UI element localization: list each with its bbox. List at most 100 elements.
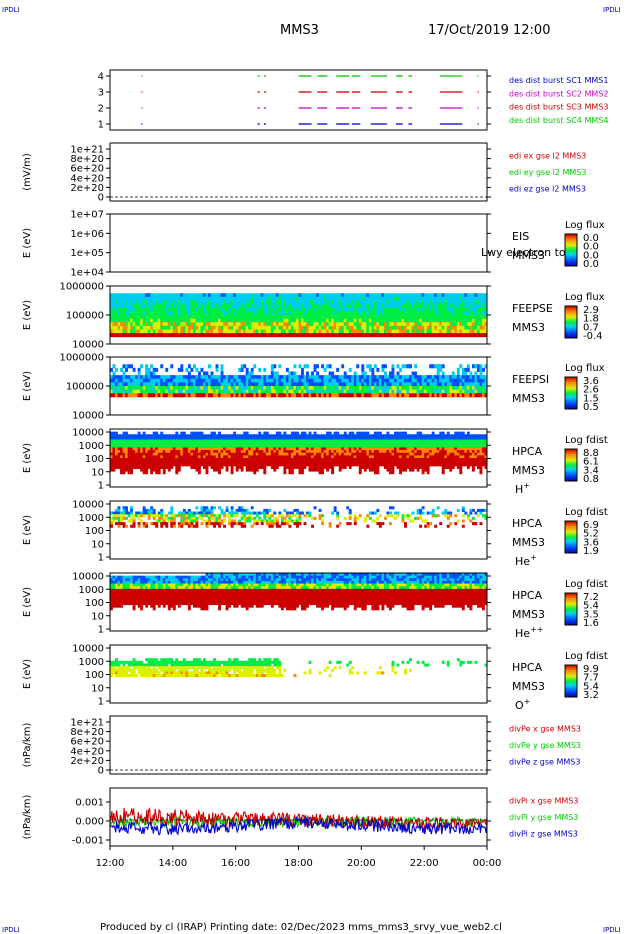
spectrogram-cell — [406, 296, 410, 301]
spectrogram-cell — [411, 455, 415, 459]
spectrogram-cell — [142, 375, 146, 380]
spectrogram-cell — [248, 444, 252, 448]
spectrogram-cell — [245, 455, 249, 459]
spectrogram-cell — [351, 325, 355, 330]
spectrogram-cell — [238, 329, 242, 334]
spectrogram-cell — [258, 463, 262, 467]
spectrogram-cell — [130, 450, 134, 454]
spectrogram-cell — [248, 452, 252, 456]
spectrogram-cell — [165, 455, 169, 459]
spectrogram-cell — [120, 389, 123, 394]
spectrogram-cell — [182, 382, 186, 387]
spectrogram-cell — [406, 447, 410, 451]
spectrogram-cell — [268, 311, 272, 316]
spectrogram-cell — [416, 463, 420, 467]
spectrogram-cell — [328, 364, 332, 369]
spectrogram-cell — [353, 315, 357, 320]
spectrogram-cell — [253, 318, 257, 323]
spectrogram-cell — [182, 458, 186, 462]
spectrogram-cell — [285, 304, 289, 309]
spectrogram-cell — [441, 333, 445, 338]
spectrogram-cell — [147, 318, 151, 323]
spectrogram-cell — [273, 468, 277, 472]
spectrogram-cell — [125, 304, 128, 309]
spectrogram-cell — [225, 318, 229, 323]
spectrogram-cell — [484, 300, 488, 305]
spectrogram-cell — [170, 293, 174, 298]
spectrogram-cell — [248, 315, 252, 320]
spectrogram-cell — [125, 329, 128, 334]
spectrogram-cell — [288, 444, 292, 448]
spectrogram-cell — [175, 382, 179, 387]
spectrogram-cell — [145, 439, 149, 443]
spectrogram-cell — [301, 318, 304, 323]
spectrogram-cell — [192, 386, 196, 391]
spectrogram-cell — [321, 450, 325, 454]
spectrogram-cell — [353, 393, 357, 398]
spectrogram-cell — [167, 300, 171, 305]
spectrogram-cell — [383, 293, 387, 298]
spectrogram-cell — [157, 311, 161, 316]
spectrogram-cell — [127, 293, 131, 298]
spectrogram-cell — [476, 378, 480, 383]
spectrogram-cell — [137, 436, 141, 440]
spectrogram-cell — [182, 452, 186, 456]
spectrogram-cell — [401, 450, 405, 454]
spectrogram-cell — [424, 460, 428, 464]
spectrogram-cell — [391, 439, 395, 443]
spectrogram-cell — [368, 389, 372, 394]
spectrogram-cell — [127, 393, 131, 398]
spectrogram-cell — [197, 293, 201, 298]
spectrogram-cell — [248, 318, 252, 323]
spectrogram-cell — [358, 311, 362, 316]
spectrogram-cell — [265, 447, 269, 451]
spectrogram-cell — [253, 304, 257, 309]
spectrogram-cell — [414, 442, 418, 446]
spectrogram-cell — [376, 393, 380, 398]
spectrogram-cell — [303, 333, 307, 338]
spectrogram-cell — [215, 447, 219, 451]
spectrogram-cell — [162, 325, 166, 330]
spectrogram-cell — [353, 436, 357, 440]
spectrogram-cell — [419, 307, 423, 312]
spectrogram-cell — [295, 378, 299, 383]
spectrogram-cell — [356, 450, 360, 454]
spectrogram-cell — [308, 393, 312, 398]
spectrogram-cell — [396, 293, 400, 298]
spectrogram-cell — [120, 378, 123, 383]
spectrogram-cell — [290, 450, 294, 454]
spectrogram-cell — [341, 447, 345, 451]
spectrogram-cell — [245, 439, 249, 443]
spectrogram-cell — [361, 447, 365, 451]
spectrogram-cell — [250, 325, 254, 330]
spectrogram-cell — [147, 436, 151, 440]
spectrogram-cell — [210, 311, 214, 316]
spectrogram-cell — [258, 434, 262, 438]
spectrogram-cell — [311, 318, 314, 323]
spectrogram-cell — [140, 436, 144, 440]
spectrogram-cell — [386, 455, 390, 459]
spectrogram-cell — [346, 322, 350, 327]
spectrogram-cell — [409, 444, 412, 448]
y-tick-label: 1e+05 — [70, 248, 104, 259]
spectrogram-cell — [376, 333, 380, 338]
spectrogram-cell — [233, 458, 237, 462]
spectrogram-cell — [421, 333, 425, 338]
spectrogram-cell — [192, 434, 196, 438]
spectrogram-cell — [391, 378, 395, 383]
spectrogram-cell — [175, 468, 179, 472]
spectrogram-cell — [416, 304, 420, 309]
spectrogram-cell — [368, 458, 372, 462]
spectrogram-cell — [461, 382, 465, 387]
spectrogram-cell — [441, 322, 445, 327]
spectrogram-cell — [175, 296, 179, 301]
spectrogram-cell — [238, 444, 242, 448]
spectrogram-cell — [150, 382, 154, 387]
spectrogram-cell — [202, 329, 206, 334]
spectrogram-cell — [424, 325, 428, 330]
spectrogram-cell — [172, 304, 176, 309]
spectrogram-cell — [255, 444, 259, 448]
spectrogram-cell — [170, 447, 174, 451]
spectrogram-cell — [333, 436, 337, 440]
spectrogram-cell — [454, 382, 458, 387]
